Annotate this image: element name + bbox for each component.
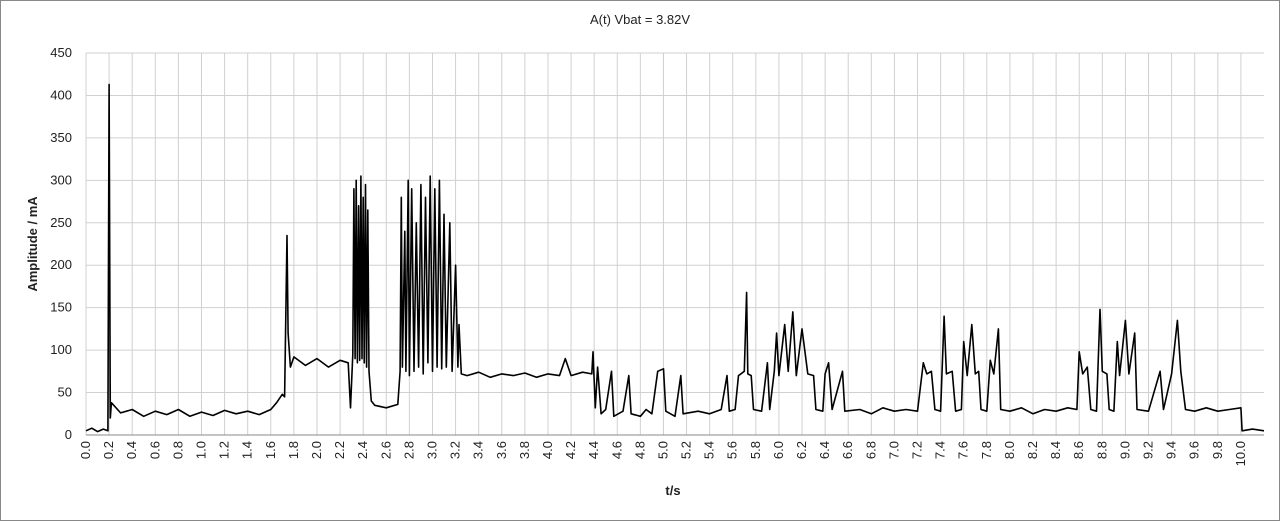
x-tick-label: 0.2 <box>101 441 116 459</box>
x-tick-label: 8.6 <box>1071 441 1086 459</box>
x-tick-label: 9.2 <box>1141 441 1156 459</box>
x-tick-label: 3.2 <box>448 441 463 459</box>
x-tick-label: 7.4 <box>933 441 948 459</box>
x-tick-label: 6.4 <box>817 441 832 459</box>
x-tick-label: 5.2 <box>679 441 694 459</box>
x-tick-label: 1.4 <box>240 441 255 459</box>
x-tick-label: 10.0 <box>1233 441 1248 466</box>
x-tick-label: 1.6 <box>263 441 278 459</box>
x-tick-label: 8.4 <box>1048 441 1063 459</box>
y-tick-label: 150 <box>50 300 72 315</box>
x-tick-label: 2.4 <box>355 441 370 459</box>
x-axis-label: t/s <box>665 483 680 498</box>
x-tick-label: 9.4 <box>1164 441 1179 459</box>
y-tick-label: 350 <box>50 130 72 145</box>
y-tick-label: 300 <box>50 172 72 187</box>
x-tick-label: 7.6 <box>956 441 971 459</box>
x-tick-label: 4.4 <box>586 441 601 459</box>
x-tick-label: 3.6 <box>494 441 509 459</box>
x-tick-label: 3.8 <box>517 441 532 459</box>
y-tick-label: 450 <box>50 45 72 60</box>
x-tick-label: 2.0 <box>309 441 324 459</box>
x-tick-label: 5.4 <box>702 441 717 459</box>
x-tick-label: 9.0 <box>1117 441 1132 459</box>
x-tick-label: 4.2 <box>563 441 578 459</box>
x-tick-label: 2.8 <box>401 441 416 459</box>
x-tick-label: 5.0 <box>655 441 670 459</box>
x-tick-label: 1.2 <box>217 441 232 459</box>
x-tick-label: 4.0 <box>540 441 555 459</box>
chart-title: A(t) Vbat = 3.82V <box>590 12 690 27</box>
x-tick-label: 0.6 <box>147 441 162 459</box>
y-tick-label: 100 <box>50 342 72 357</box>
y-tick-label: 400 <box>50 87 72 102</box>
x-tick-label: 1.0 <box>193 441 208 459</box>
y-tick-label: 50 <box>58 385 72 400</box>
x-tick-label: 8.0 <box>1002 441 1017 459</box>
x-tick-label: 7.0 <box>886 441 901 459</box>
x-tick-label: 8.2 <box>1025 441 1040 459</box>
x-tick-label: 0.8 <box>170 441 185 459</box>
x-tick-label: 6.0 <box>771 441 786 459</box>
x-tick-label: 5.8 <box>748 441 763 459</box>
x-tick-label: 2.6 <box>378 441 393 459</box>
x-tick-label: 3.4 <box>471 441 486 459</box>
x-tick-label: 8.8 <box>1094 441 1109 459</box>
x-tick-label: 9.6 <box>1187 441 1202 459</box>
series-line <box>85 83 1265 433</box>
x-tick-label: 0.0 <box>78 441 93 459</box>
x-tick-label: 6.8 <box>863 441 878 459</box>
x-tick-label: 1.8 <box>286 441 301 459</box>
x-tick-label: 9.8 <box>1210 441 1225 459</box>
y-tick-label: 250 <box>50 215 72 230</box>
x-tick-label: 4.8 <box>632 441 647 459</box>
x-tick-label: 3.0 <box>424 441 439 459</box>
x-tick-label: 5.6 <box>725 441 740 459</box>
x-tick-label: 4.6 <box>609 441 624 459</box>
x-tick-label: 7.8 <box>979 441 994 459</box>
y-tick-label: 0 <box>65 427 72 442</box>
x-tick-label: 6.6 <box>840 441 855 459</box>
y-axis-label: Amplitude / mA <box>25 196 40 292</box>
x-tick-label: 0.4 <box>124 441 139 459</box>
x-tick-label: 2.2 <box>332 441 347 459</box>
y-tick-label: 200 <box>50 257 72 272</box>
x-tick-label: 7.2 <box>910 441 925 459</box>
x-tick-label: 6.2 <box>794 441 809 459</box>
